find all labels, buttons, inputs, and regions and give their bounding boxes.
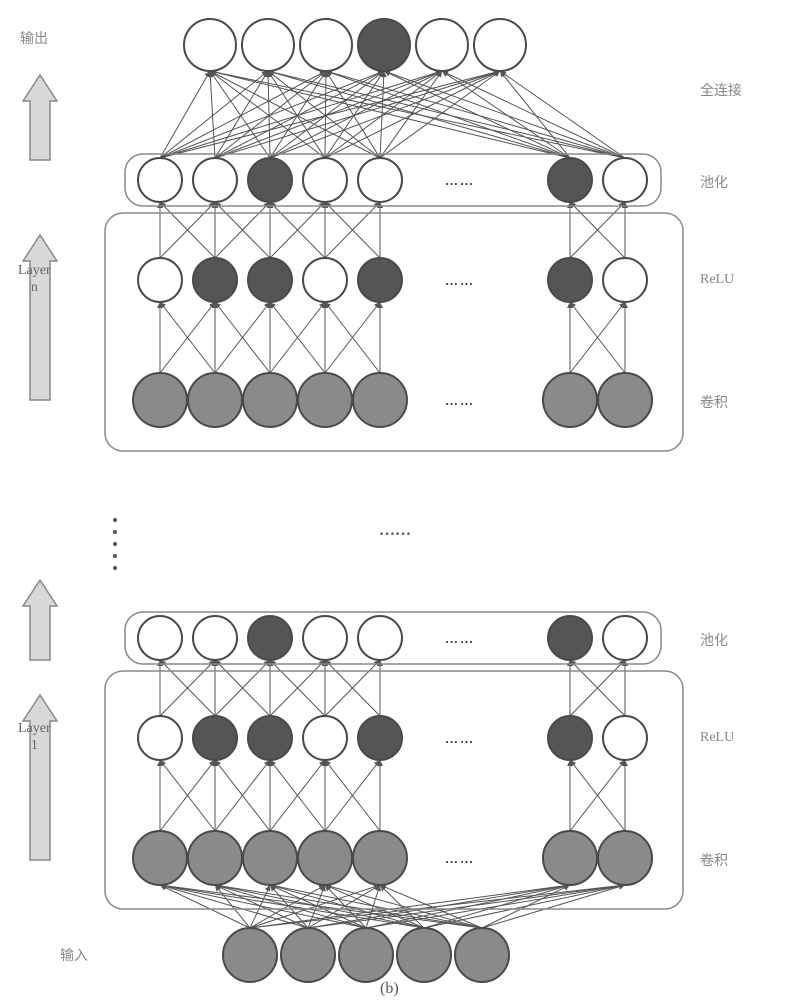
label-conv-1: 卷积	[700, 850, 728, 870]
label-fc: 全连接	[700, 80, 742, 100]
svg-text:……: ……	[445, 631, 475, 646]
nodes: …… …… …… …… …… …… ……	[23, 19, 652, 982]
svg-text:……: ……	[445, 173, 475, 188]
label-output: 输出	[20, 28, 48, 48]
svg-text:……: ……	[445, 273, 475, 288]
label-layer-n: Layern	[18, 263, 51, 297]
svg-text:……: ……	[445, 851, 475, 866]
label-layer-1: Layer1	[18, 721, 51, 755]
label-pool-n: 池化	[700, 172, 728, 192]
nn-diagram-svg: …… …… …… …… …… …… ……	[0, 0, 805, 1000]
caption-b: (b)	[380, 980, 399, 998]
svg-text:……: ……	[445, 393, 475, 408]
label-relu-1: ReLU	[700, 730, 734, 746]
svg-text:……: ……	[445, 731, 475, 746]
label-conv-n: 卷积	[700, 392, 728, 412]
label-input: 输入	[60, 945, 88, 965]
svg-text:……: ……	[379, 522, 411, 539]
edges	[160, 71, 625, 928]
label-pool-1: 池化	[700, 630, 728, 650]
label-relu-n: ReLU	[700, 272, 734, 288]
